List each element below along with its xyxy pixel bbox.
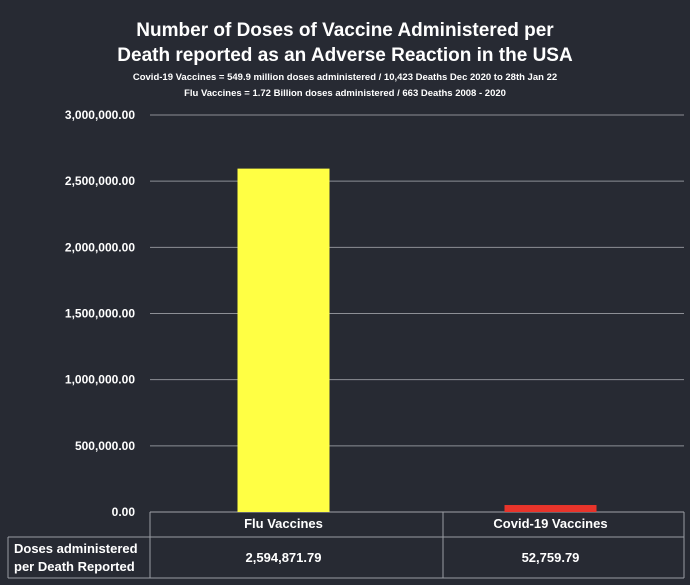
bars — [237, 168, 597, 512]
gridlines — [150, 114, 684, 513]
x-category-label: Covid-19 Vaccines — [493, 516, 607, 531]
y-tick-label: 500,000.00 — [75, 439, 135, 453]
chart-subtitle-line-1: Covid-19 Vaccines = 549.9 million doses … — [132, 72, 558, 83]
y-tick-label: 1,500,000.00 — [65, 307, 135, 321]
chart-subtitle-line-2: Flu Vaccines = 1.72 Billion doses admini… — [184, 88, 506, 99]
y-tick-label: 2,500,000.00 — [65, 174, 135, 188]
x-category-label: Flu Vaccines — [244, 516, 323, 531]
y-tick-label: 2,000,000.00 — [65, 240, 135, 254]
data-table: Doses administered per Death Reported Fl… — [7, 512, 685, 579]
y-tick-label: 1,000,000.00 — [65, 373, 135, 387]
chart-title-line-2: Death reported as an Adverse Reaction in… — [117, 45, 573, 66]
y-tick-label: 0.00 — [112, 505, 136, 519]
table-value: 2,594,871.79 — [246, 550, 322, 565]
table-row-label-line-2: per Death Reported — [14, 559, 135, 574]
table-row-label-line-1: Doses administered — [14, 541, 138, 556]
y-axis-tick-labels: 0.00 500,000.00 1,000,000.00 1,500,000.00 2,… — [65, 108, 135, 519]
y-tick-label: 3,000,000.00 — [65, 108, 135, 122]
chart-title-line-1: Number of Doses of Vaccine Administered … — [136, 20, 554, 41]
bar-flu-vaccines — [237, 168, 330, 512]
table-value: 52,759.79 — [522, 550, 580, 565]
bar-covid-19-vaccines — [504, 505, 597, 512]
